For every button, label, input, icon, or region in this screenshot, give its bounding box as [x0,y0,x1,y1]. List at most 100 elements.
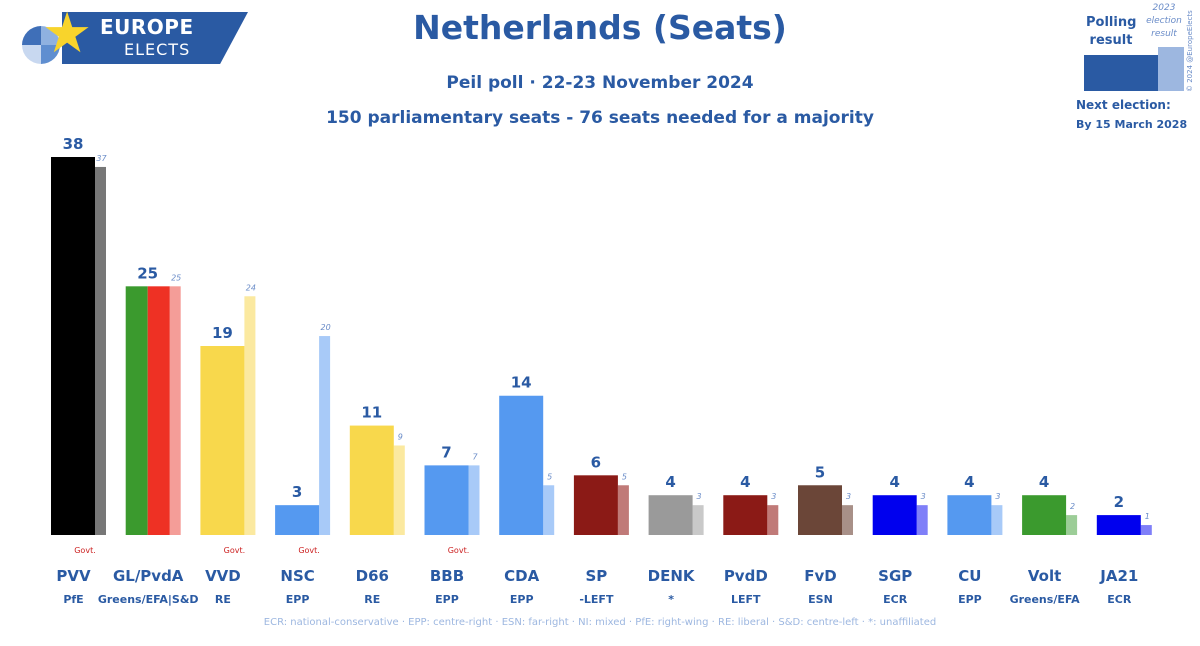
poll-bar-fvd [798,485,842,535]
party-label-pvv: PVV [56,567,91,585]
logo-circle-icon [22,26,60,64]
party-label-gl-pvda: GL/PvdA [113,567,184,585]
group-label-sgp: ECR [883,593,908,606]
poll-value-sgp: 4 [889,473,899,491]
group-label-vvd: RE [215,593,231,606]
prev-bar-denk [692,505,704,535]
group-legend-footer: ECR: national-conservative · EPP: centre… [263,617,937,628]
chart-title: Netherlands (Seats) [413,8,787,47]
group-label-cda: EPP [510,593,534,606]
group-label-d66: RE [364,593,380,606]
star-icon: ★ [42,1,93,66]
prev-value-gl-pvda: 25 [171,273,181,282]
prev-bar-gl-pvda [169,286,181,535]
logo-text-elects: ELECTS [124,40,191,59]
prev-bar-pvv [95,166,106,535]
poll-value-cu: 4 [964,473,974,491]
poll-value-pvv: 38 [63,135,84,153]
prev-bar-sp [617,485,629,535]
prev-value-sp: 5 [622,472,627,481]
prev-bar-cu [991,505,1003,535]
legend-polling-label: Polling result [1086,15,1137,48]
group-label-fvd: ESN [808,593,833,606]
prev-value-volt: 2 [1070,502,1075,511]
poll-bar-sp [573,475,618,535]
party-label-ja21: JA21 [1099,567,1138,585]
group-label-gl-pvda: Greens/EFA|S&D [98,593,199,606]
prev-value-nsc: 20 [321,323,331,332]
poll-bar-d66 [349,425,394,535]
prev-value-d66: 9 [398,432,403,441]
prev-value-vvd: 24 [246,283,256,292]
next-election-date: By 15 March 2028 [1076,118,1188,131]
prev-value-pvv: 37 [96,154,107,163]
prev-value-bbb: 7 [472,452,478,461]
poll-value-ja21: 2 [1114,493,1124,511]
prev-value-fvd: 3 [846,492,851,501]
party-label-fvd: FvD [804,567,836,585]
poll-value-volt: 4 [1039,473,1049,491]
govt-marker-nsc: Govt. [298,546,320,555]
poll-value-d66: 11 [361,404,382,422]
logo-band [62,12,248,64]
poll-bar-bbb [424,465,469,535]
group-label-cu: EPP [958,593,982,606]
poll-bar-denk [648,495,693,535]
prev-value-ja21: 1 [1145,512,1150,521]
govt-marker-pvv: Govt. [74,546,96,555]
legend-previous-swatch [1158,47,1184,91]
party-label-cu: CU [958,567,981,585]
poll-value-sp: 6 [591,453,601,471]
poll-bar-ja21 [1096,515,1141,535]
prev-bar-ja21 [1140,525,1152,535]
poll-bar-pvdd [723,495,768,535]
prev-value-pvdd: 3 [771,492,776,501]
govt-marker-bbb: Govt. [448,546,470,555]
group-label-nsc: EPP [286,593,310,606]
poll-value-nsc: 3 [292,483,302,501]
next-election-label: Next election: [1076,98,1171,112]
group-label-volt: Greens/EFA [1010,593,1081,606]
party-label-cda: CDA [504,567,539,585]
prev-bar-sgp [916,505,928,535]
party-label-sgp: SGP [878,567,912,585]
prev-bar-volt [1066,515,1078,535]
group-label-ja21: ECR [1107,593,1132,606]
poll-bar-nsc [275,505,320,535]
poll-value-fvd: 5 [815,463,825,481]
party-label-d66: D66 [356,567,389,585]
prev-bar-fvd [842,505,853,535]
europe-elects-logo: ★ EUROPE ELECTS [22,6,248,64]
poll-bar-sgp [872,495,917,535]
poll-value-vvd: 19 [212,324,233,342]
poll-bar-cu [947,495,992,535]
group-label-pvv: PfE [63,593,83,606]
logo-text-europe: EUROPE [100,15,194,39]
poll-bar-pvv [51,157,95,535]
party-label-volt: Volt [1028,567,1061,585]
group-label-denk: * [668,593,674,606]
party-label-nsc: NSC [280,567,314,585]
prev-value-cu: 3 [995,492,1000,501]
party-label-sp: SP [586,567,608,585]
legend-previous-label: 2023 election result [1146,3,1182,39]
group-label-pvdd: LEFT [731,593,761,606]
group-label-bbb: EPP [435,593,459,606]
prev-bar-bbb [468,465,480,535]
govt-marker-vvd: Govt. [224,546,246,555]
poll-bar-vvd [200,346,245,535]
majority-note: 150 parliamentary seats - 76 seats neede… [326,108,874,128]
poll-value-pvdd: 4 [740,473,750,491]
chart-subtitle: Peil poll · 22-23 November 2024 [446,73,754,93]
party-label-vvd: VVD [205,567,241,585]
poll-bar-gl-pvda-b [147,286,170,535]
poll-value-gl-pvda: 25 [137,264,158,282]
prev-bar-d66 [393,445,405,535]
poll-value-denk: 4 [665,473,675,491]
prev-value-sgp: 3 [921,492,926,501]
poll-bar-cda [499,395,544,535]
prev-bar-cda [543,485,555,535]
prev-value-denk: 3 [697,492,702,501]
poll-value-bbb: 7 [441,443,451,461]
